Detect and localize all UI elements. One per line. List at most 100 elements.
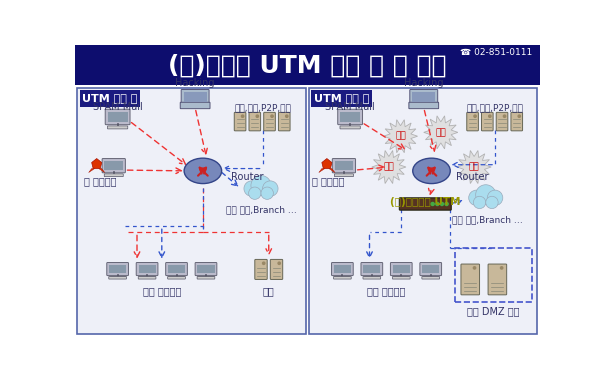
Circle shape xyxy=(241,115,244,117)
FancyBboxPatch shape xyxy=(412,92,436,102)
Circle shape xyxy=(278,262,280,265)
Circle shape xyxy=(256,115,259,117)
FancyBboxPatch shape xyxy=(309,88,537,334)
Circle shape xyxy=(440,203,443,206)
Circle shape xyxy=(445,203,448,206)
Circle shape xyxy=(263,181,278,196)
Bar xyxy=(311,90,372,107)
Text: UTM 설치 전: UTM 설치 전 xyxy=(82,93,137,104)
Polygon shape xyxy=(322,158,332,169)
Text: 서버: 서버 xyxy=(263,286,275,296)
Circle shape xyxy=(476,185,496,205)
FancyBboxPatch shape xyxy=(109,276,127,279)
FancyBboxPatch shape xyxy=(105,109,130,125)
Text: 웜 바이러스: 웜 바이러스 xyxy=(312,176,344,186)
Circle shape xyxy=(263,262,265,265)
FancyBboxPatch shape xyxy=(335,161,353,170)
FancyBboxPatch shape xyxy=(197,265,215,273)
FancyBboxPatch shape xyxy=(107,112,128,122)
Circle shape xyxy=(436,203,439,206)
Text: 서버 DMZ 구간: 서버 DMZ 구간 xyxy=(467,306,520,316)
FancyBboxPatch shape xyxy=(278,112,290,131)
FancyBboxPatch shape xyxy=(167,276,185,279)
Circle shape xyxy=(518,115,520,117)
FancyBboxPatch shape xyxy=(107,126,128,129)
Circle shape xyxy=(487,190,503,206)
Circle shape xyxy=(248,187,261,199)
Text: 내부 네트워크: 내부 네트워크 xyxy=(367,286,406,296)
FancyBboxPatch shape xyxy=(264,112,275,131)
Text: 차단: 차단 xyxy=(383,163,394,172)
FancyBboxPatch shape xyxy=(361,262,383,276)
FancyBboxPatch shape xyxy=(461,264,479,295)
Polygon shape xyxy=(383,120,418,153)
FancyBboxPatch shape xyxy=(363,276,380,279)
Polygon shape xyxy=(99,169,105,173)
Circle shape xyxy=(486,196,498,209)
Circle shape xyxy=(503,115,506,117)
Text: 유흥,도박,P2P,성인: 유흥,도박,P2P,성인 xyxy=(234,103,291,112)
Text: Router: Router xyxy=(457,172,489,182)
FancyBboxPatch shape xyxy=(496,112,508,131)
FancyBboxPatch shape xyxy=(102,158,125,173)
FancyBboxPatch shape xyxy=(166,262,187,276)
Circle shape xyxy=(474,115,476,117)
FancyBboxPatch shape xyxy=(332,262,353,276)
FancyBboxPatch shape xyxy=(481,112,493,131)
Polygon shape xyxy=(457,150,491,184)
FancyBboxPatch shape xyxy=(255,259,267,279)
Text: ☎ 02-851-0111: ☎ 02-851-0111 xyxy=(460,48,532,57)
Text: Hacking: Hacking xyxy=(404,78,443,88)
FancyBboxPatch shape xyxy=(364,265,380,273)
FancyBboxPatch shape xyxy=(488,264,506,295)
Circle shape xyxy=(271,115,273,117)
FancyBboxPatch shape xyxy=(340,126,360,129)
FancyBboxPatch shape xyxy=(420,262,442,276)
Bar xyxy=(80,90,140,107)
Polygon shape xyxy=(92,158,102,169)
Text: (주)엘엑스 UTM 설치 전 후 비교: (주)엘엑스 UTM 설치 전 후 비교 xyxy=(168,53,447,77)
Polygon shape xyxy=(372,150,406,184)
FancyBboxPatch shape xyxy=(334,174,353,177)
Text: 차단: 차단 xyxy=(395,132,406,141)
FancyBboxPatch shape xyxy=(184,92,207,102)
FancyBboxPatch shape xyxy=(409,102,439,108)
Circle shape xyxy=(473,267,476,269)
Circle shape xyxy=(286,115,288,117)
FancyBboxPatch shape xyxy=(340,112,360,122)
Text: SPAM Mail: SPAM Mail xyxy=(325,102,375,112)
FancyBboxPatch shape xyxy=(168,265,185,273)
FancyBboxPatch shape xyxy=(392,276,410,279)
Ellipse shape xyxy=(413,158,450,184)
FancyBboxPatch shape xyxy=(77,88,306,334)
FancyBboxPatch shape xyxy=(249,112,260,131)
FancyBboxPatch shape xyxy=(181,90,209,104)
FancyBboxPatch shape xyxy=(422,265,439,273)
FancyBboxPatch shape xyxy=(338,109,362,125)
FancyBboxPatch shape xyxy=(410,90,438,104)
Ellipse shape xyxy=(184,158,221,184)
FancyBboxPatch shape xyxy=(391,262,412,276)
Text: 웜 바이러스: 웜 바이러스 xyxy=(83,176,116,186)
Circle shape xyxy=(431,203,434,206)
FancyBboxPatch shape xyxy=(467,112,478,131)
Text: 유흥,도박,P2P,성인: 유흥,도박,P2P,성인 xyxy=(467,103,523,112)
Circle shape xyxy=(261,187,274,199)
Text: SPAM Mail: SPAM Mail xyxy=(93,102,143,112)
Circle shape xyxy=(251,175,271,195)
Text: Hacking: Hacking xyxy=(175,78,215,88)
FancyBboxPatch shape xyxy=(511,112,523,131)
FancyBboxPatch shape xyxy=(139,265,155,273)
Circle shape xyxy=(473,196,486,209)
Bar xyxy=(75,45,540,85)
Circle shape xyxy=(244,181,259,196)
FancyBboxPatch shape xyxy=(422,276,440,279)
Polygon shape xyxy=(424,116,458,149)
Polygon shape xyxy=(319,169,325,173)
FancyBboxPatch shape xyxy=(104,161,123,170)
FancyBboxPatch shape xyxy=(393,265,410,273)
FancyBboxPatch shape xyxy=(104,174,123,177)
FancyBboxPatch shape xyxy=(334,265,351,273)
Polygon shape xyxy=(89,169,95,173)
FancyBboxPatch shape xyxy=(197,276,215,279)
